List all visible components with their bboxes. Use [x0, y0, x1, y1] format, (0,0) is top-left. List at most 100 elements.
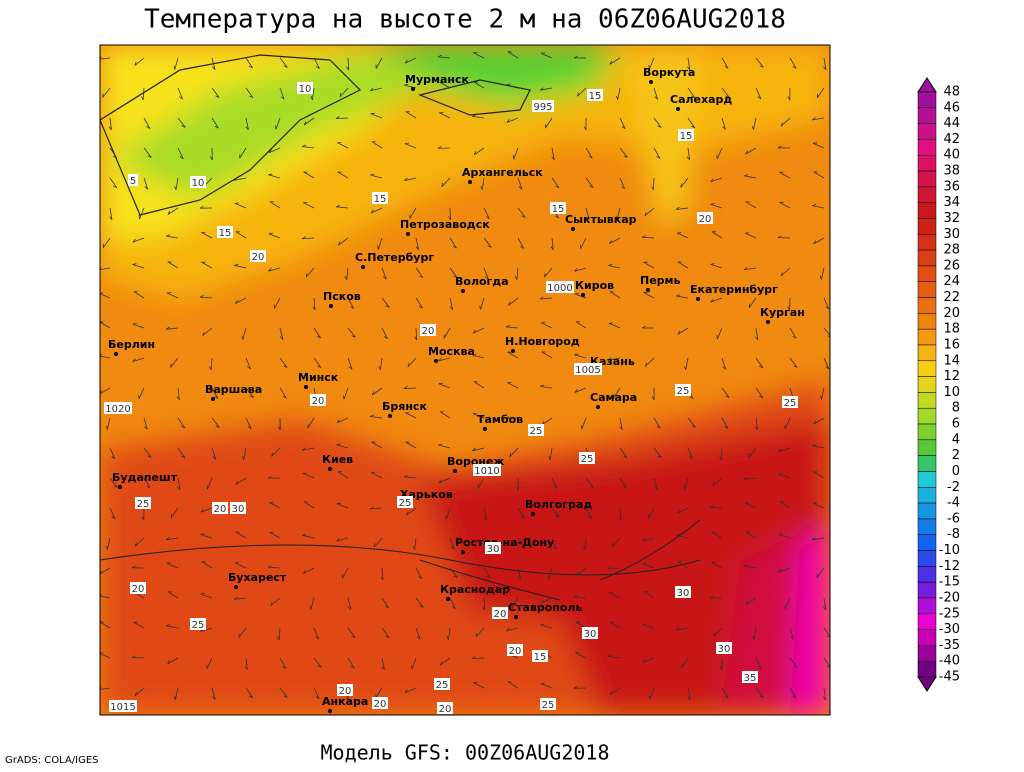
wind-arrow	[648, 57, 655, 70]
wind-arrow	[268, 147, 281, 154]
wind-arrow	[507, 351, 519, 359]
wind-arrow	[813, 471, 825, 479]
wind-arrow	[279, 357, 288, 368]
city-dot	[649, 80, 653, 84]
wind-arrow	[548, 447, 553, 461]
wind-arrow	[303, 117, 315, 126]
wind-arrow	[505, 324, 519, 329]
wind-arrow	[279, 687, 288, 698]
contour-label: 20	[214, 504, 227, 515]
city-label: Самара	[590, 391, 637, 404]
wind-arrow	[551, 147, 555, 161]
wind-arrow	[270, 597, 281, 606]
wind-arrow	[789, 657, 798, 668]
colorbar-label: 26	[943, 258, 960, 273]
wind-arrow	[102, 87, 111, 98]
wind-arrow	[339, 87, 349, 98]
wind-arrow	[177, 147, 184, 160]
wind-arrow	[677, 561, 689, 569]
wind-arrow	[341, 567, 349, 579]
wind-arrow	[371, 441, 383, 449]
wind-arrow	[687, 57, 691, 71]
wind-arrow	[517, 207, 526, 218]
wind-arrow	[211, 117, 219, 129]
wind-arrow	[415, 237, 419, 250]
wind-arrow	[551, 177, 560, 189]
wind-arrow	[745, 597, 757, 605]
wind-arrow	[779, 201, 791, 209]
wind-arrow	[811, 117, 825, 121]
wind-arrow	[268, 267, 281, 272]
wind-arrow	[472, 353, 485, 359]
wind-arrow	[174, 177, 179, 190]
colorbar-swatch	[917, 407, 937, 425]
wind-arrow	[677, 327, 689, 335]
colorbar-swatch	[917, 423, 937, 441]
contour-label: 20	[494, 609, 507, 620]
wind-arrow	[415, 597, 424, 608]
wind-arrow	[404, 142, 417, 149]
wind-arrow	[301, 447, 315, 451]
wind-arrow	[551, 537, 557, 550]
wind-arrow	[713, 627, 723, 637]
wind-arrow	[755, 387, 764, 399]
wind-arrow	[403, 386, 417, 389]
wind-arrow	[475, 627, 485, 638]
wind-arrow	[473, 81, 485, 89]
wind-arrow	[381, 297, 390, 308]
wind-arrow	[415, 627, 421, 640]
wind-arrow	[619, 417, 623, 431]
wind-arrow	[170, 507, 179, 519]
colorbar-label: -45	[939, 670, 960, 685]
wind-arrow	[199, 295, 213, 299]
wind-arrow	[381, 267, 387, 280]
colorbar-swatch	[917, 613, 937, 630]
colorbar-swatch	[917, 154, 937, 172]
wind-arrow	[509, 447, 519, 458]
wind-arrow	[473, 682, 485, 689]
contour-label-box	[420, 324, 436, 336]
wind-arrow	[744, 232, 757, 239]
wind-arrow	[167, 261, 179, 269]
wind-arrow	[235, 231, 247, 239]
colorbar-swatch	[917, 455, 937, 472]
city-dot	[453, 469, 457, 473]
colorbar-label: -8	[947, 527, 960, 542]
wind-arrow	[143, 417, 148, 430]
city-labels: Мурманск Воркута Салехард Архангельск Петроз…	[108, 66, 805, 713]
wind-arrow	[201, 261, 213, 269]
wind-arrow	[641, 325, 654, 329]
wind-arrow	[677, 261, 689, 269]
wind-arrow	[752, 627, 757, 640]
wind-arrow	[132, 357, 145, 362]
colorbar-label: 42	[943, 132, 960, 147]
wind-arrow	[755, 687, 764, 698]
colorbar-swatch	[917, 249, 937, 267]
wind-arrow	[301, 144, 315, 149]
wind-arrow	[234, 263, 247, 269]
wind-arrow	[173, 57, 179, 70]
city-label: Бухарест	[228, 571, 287, 584]
wind-arrow	[302, 533, 315, 539]
wind-arrow	[823, 597, 827, 611]
wind-arrow	[445, 507, 451, 520]
wind-arrow	[109, 207, 113, 221]
wind-arrow	[211, 687, 216, 700]
wind-arrow	[443, 327, 451, 339]
contour-label-box	[697, 212, 713, 224]
wind-arrow	[472, 327, 485, 334]
city-label: Петрозаводск	[400, 218, 490, 231]
wind-arrow	[721, 87, 730, 98]
wind-arrow	[711, 231, 723, 239]
wind-arrow	[711, 561, 723, 569]
contour-label: 1000	[547, 283, 572, 294]
colorbar-swatch	[917, 91, 937, 109]
colorbar-label: 34	[943, 195, 960, 210]
wind-arrow	[787, 297, 791, 311]
wind-arrow	[200, 593, 213, 599]
wind-arrow	[437, 54, 451, 59]
wind-arrow	[234, 202, 247, 209]
wind-arrow	[619, 447, 628, 459]
colorbar-swatch	[917, 376, 937, 393]
wind-arrow	[132, 263, 145, 269]
